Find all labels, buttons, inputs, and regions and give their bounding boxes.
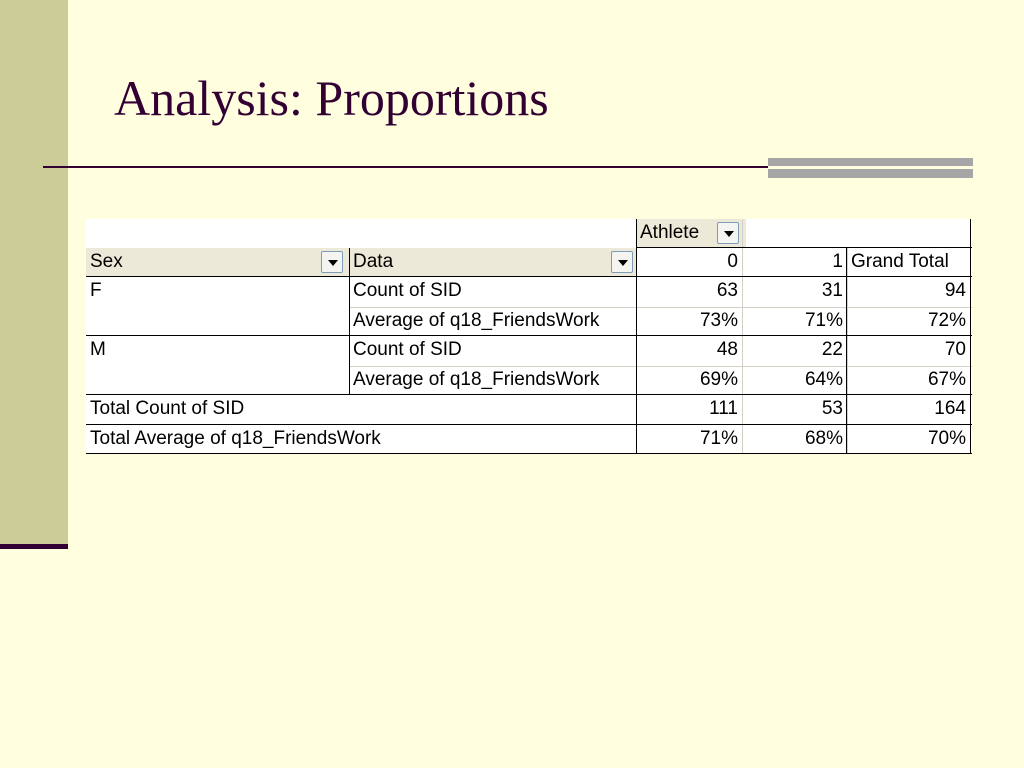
table-cell: 69% (699, 369, 738, 390)
table-cell: 94 (944, 280, 966, 301)
table-border (86, 335, 972, 336)
table-border (636, 219, 637, 454)
table-cell: 111 (709, 398, 738, 419)
title-divider (43, 166, 973, 168)
slide-title: Analysis: Proportions (114, 70, 549, 126)
left-accent-bar-underline (0, 544, 68, 549)
row-field-header[interactable]: Sex (86, 248, 349, 277)
table-border (349, 248, 350, 395)
pivot-table: Athlete Sex Data 0 1 Grand Total F Count… (86, 219, 972, 454)
sex-dropdown-icon[interactable] (321, 251, 343, 273)
data-field-label: Data (353, 251, 394, 272)
gridline (847, 248, 848, 454)
table-cell: 70 (944, 339, 966, 360)
left-accent-bar (0, 0, 68, 548)
table-cell: 164 (934, 398, 966, 419)
column-header-grand-total: Grand Total (851, 251, 949, 272)
data-field-header[interactable]: Data (349, 248, 637, 277)
table-border (86, 453, 972, 454)
gridline (742, 219, 743, 454)
table-cell: 64% (804, 369, 843, 390)
gridline (349, 366, 972, 367)
column-field-label: Athlete (640, 222, 700, 243)
measure-label: Count of SID (353, 280, 462, 301)
table-cell: 63 (716, 280, 738, 301)
table-border (636, 247, 972, 248)
row-field-label: Sex (90, 251, 123, 272)
table-border (86, 394, 972, 395)
total-label: Total Average of q18_FriendsWork (90, 428, 381, 449)
total-label: Total Count of SID (90, 398, 245, 419)
table-border (86, 276, 972, 277)
measure-label: Average of q18_FriendsWork (353, 369, 600, 390)
table-border (970, 219, 971, 454)
table-border (846, 248, 847, 454)
table-cell: 53 (821, 398, 843, 419)
table-cell: 48 (716, 339, 738, 360)
column-header-0: 0 (727, 251, 738, 272)
gridline (349, 307, 972, 308)
table-cell: 73% (699, 310, 738, 331)
row-label-f: F (90, 280, 102, 301)
table-cell: 67% (927, 369, 966, 390)
table-cell: 22 (821, 339, 843, 360)
table-cell: 31 (821, 280, 843, 301)
table-cell: 71% (699, 428, 738, 449)
measure-label: Count of SID (353, 339, 462, 360)
table-cell: 72% (927, 310, 966, 331)
athlete-dropdown-icon[interactable] (717, 222, 739, 244)
column-header-1: 1 (832, 251, 843, 272)
title-divider-accent (768, 158, 973, 178)
table-cell: 71% (804, 310, 843, 331)
table-border (86, 424, 972, 425)
measure-label: Average of q18_FriendsWork (353, 310, 600, 331)
table-cell: 70% (927, 428, 966, 449)
table-cell: 68% (804, 428, 843, 449)
data-dropdown-icon[interactable] (611, 251, 633, 273)
row-label-m: M (90, 339, 106, 360)
